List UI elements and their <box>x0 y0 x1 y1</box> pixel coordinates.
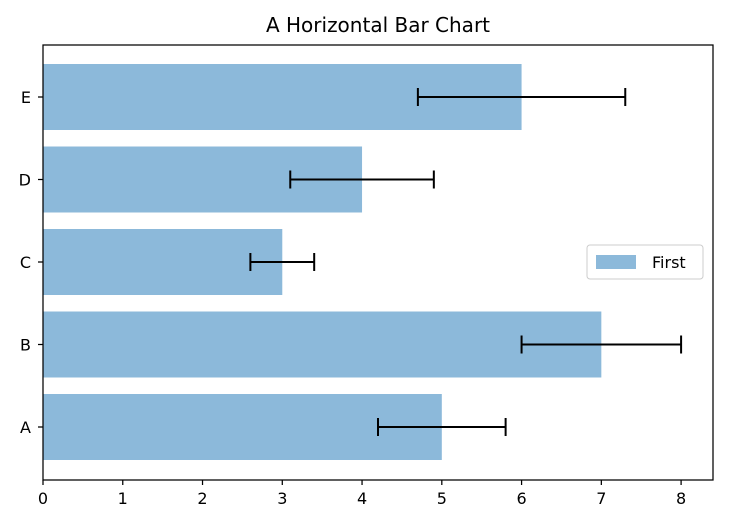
x-tick-label: 2 <box>197 489 207 508</box>
y-tick: E <box>21 88 43 107</box>
y-tick: C <box>20 253 43 272</box>
chart-title: A Horizontal Bar Chart <box>266 13 490 37</box>
error-bars-layer <box>249 88 683 436</box>
error-bar-b <box>520 335 683 354</box>
x-axis-ticks: 0 1 2 3 4 5 6 7 8 <box>38 480 686 508</box>
error-bar-d <box>289 170 435 189</box>
y-tick: D <box>19 171 43 190</box>
legend-label: First <box>652 253 686 272</box>
error-bar-a <box>377 418 507 436</box>
legend: First <box>586 244 704 280</box>
y-tick: A <box>20 418 43 437</box>
x-tick: 2 <box>197 480 208 508</box>
y-tick-label: B <box>20 336 31 355</box>
y-tick-label: E <box>21 88 31 107</box>
legend-box <box>586 244 704 280</box>
bar-a <box>43 394 442 460</box>
x-tick-label: 5 <box>437 489 447 508</box>
y-tick-label: A <box>20 418 31 437</box>
x-tick-label: 1 <box>118 489 128 508</box>
bar-b <box>43 311 602 378</box>
error-bar-e <box>416 88 627 106</box>
x-tick: 0 <box>38 480 48 508</box>
y-axis-ticks: A B C D E <box>19 88 43 437</box>
y-tick-label: D <box>19 171 31 190</box>
x-tick-label: 0 <box>38 489 48 508</box>
x-tick-label: 4 <box>357 489 367 508</box>
error-bar-c <box>249 253 316 271</box>
x-tick-label: 6 <box>516 489 526 508</box>
x-tick: 7 <box>596 480 606 508</box>
legend-swatch <box>596 255 636 269</box>
x-tick: 6 <box>516 480 527 508</box>
x-tick: 8 <box>676 480 686 508</box>
x-tick: 3 <box>277 480 287 508</box>
x-tick-label: 3 <box>277 489 287 508</box>
x-tick: 4 <box>357 480 367 508</box>
bar-c <box>43 229 283 295</box>
y-tick: B <box>20 336 43 355</box>
bars-layer <box>43 64 602 460</box>
x-tick: 1 <box>118 480 128 508</box>
x-tick-label: 8 <box>676 489 686 508</box>
x-tick: 5 <box>437 480 447 508</box>
y-tick-label: C <box>20 253 31 272</box>
x-tick-label: 7 <box>596 489 606 508</box>
